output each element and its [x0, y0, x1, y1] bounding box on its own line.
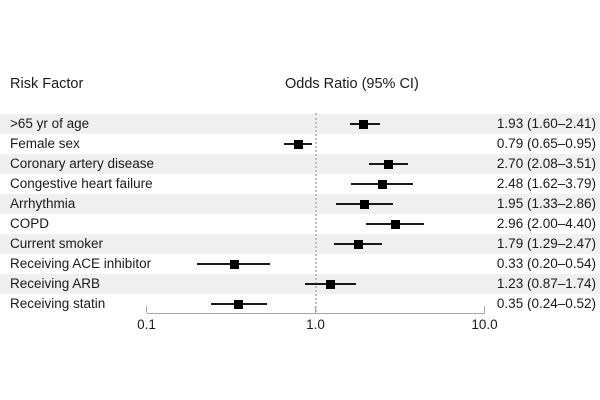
- forest-row: Receiving ARB 1.23 (0.87–1.74): [0, 274, 600, 294]
- or-value: 1.95 (1.33–2.86): [496, 196, 596, 211]
- or-marker: [229, 259, 239, 269]
- row-shade: [0, 234, 600, 254]
- odds-ratio-header: Odds Ratio (95% CI): [285, 76, 419, 92]
- or-value: 2.96 (2.00–4.40): [496, 216, 596, 231]
- or-marker: [377, 179, 387, 189]
- x-axis-line: [146, 312, 485, 314]
- forest-row: Current smoker 1.79 (1.29–2.47): [0, 234, 600, 254]
- row-label: Congestive heart failure: [10, 176, 153, 191]
- forest-row: COPD 2.96 (2.00–4.40): [0, 214, 600, 234]
- forest-row: Arrhythmia 1.95 (1.33–2.86): [0, 194, 600, 214]
- row-label: Receiving ACE inhibitor: [10, 256, 152, 271]
- or-value: 2.48 (1.62–3.79): [496, 176, 596, 191]
- axis-tick: [145, 306, 148, 313]
- axis-tick: [483, 306, 486, 313]
- or-marker: [326, 279, 336, 289]
- or-marker: [353, 239, 363, 249]
- or-marker: [360, 199, 369, 209]
- or-marker: [383, 159, 393, 169]
- risk-factor-header: Risk Factor: [10, 76, 84, 92]
- axis-tick-label: 0.1: [137, 317, 156, 332]
- or-marker: [359, 119, 369, 129]
- row-label: Receiving ARB: [10, 276, 101, 291]
- or-marker: [293, 139, 303, 149]
- row-label: >65 yr of age: [10, 116, 90, 131]
- row-label: Current smoker: [10, 236, 104, 251]
- forest-row: Congestive heart failure 2.48 (1.62–3.79…: [0, 174, 600, 194]
- row-label: Female sex: [10, 136, 80, 151]
- row-label: Coronary artery disease: [10, 156, 155, 171]
- or-value: 2.70 (2.08–3.51): [496, 156, 596, 171]
- forest-row: Coronary artery disease 2.70 (2.08–3.51): [0, 154, 600, 174]
- or-value: 1.93 (1.60–2.41): [496, 116, 596, 131]
- row-shade: [0, 274, 600, 294]
- forest-row: Female sex 0.79 (0.65–0.95): [0, 134, 600, 154]
- row-label: COPD: [10, 216, 50, 231]
- or-value: 1.79 (1.29–2.47): [496, 236, 596, 251]
- forest-row: Receiving statin 0.35 (0.24–0.52): [0, 294, 600, 314]
- row-shade: [0, 114, 600, 134]
- or-marker: [233, 299, 243, 309]
- reference-line: [314, 113, 317, 312]
- row-shade: [0, 154, 600, 174]
- row-label: Receiving statin: [10, 296, 106, 311]
- or-value: 1.23 (0.87–1.74): [496, 276, 596, 291]
- or-value: 0.33 (0.20–0.54): [496, 256, 596, 271]
- or-value: 0.35 (0.24–0.52): [496, 296, 596, 311]
- axis-tick-label: 1.0: [306, 317, 325, 332]
- forest-row: Receiving ACE inhibitor 0.33 (0.20–0.54): [0, 254, 600, 274]
- axis-tick-label: 10.0: [471, 317, 498, 332]
- or-value: 0.79 (0.65–0.95): [496, 136, 596, 151]
- or-marker: [390, 219, 400, 229]
- row-label: Arrhythmia: [10, 196, 76, 211]
- row-shade: [0, 194, 600, 214]
- axis-tick: [314, 306, 317, 313]
- forest-row: >65 yr of age 1.93 (1.60–2.41): [0, 114, 600, 134]
